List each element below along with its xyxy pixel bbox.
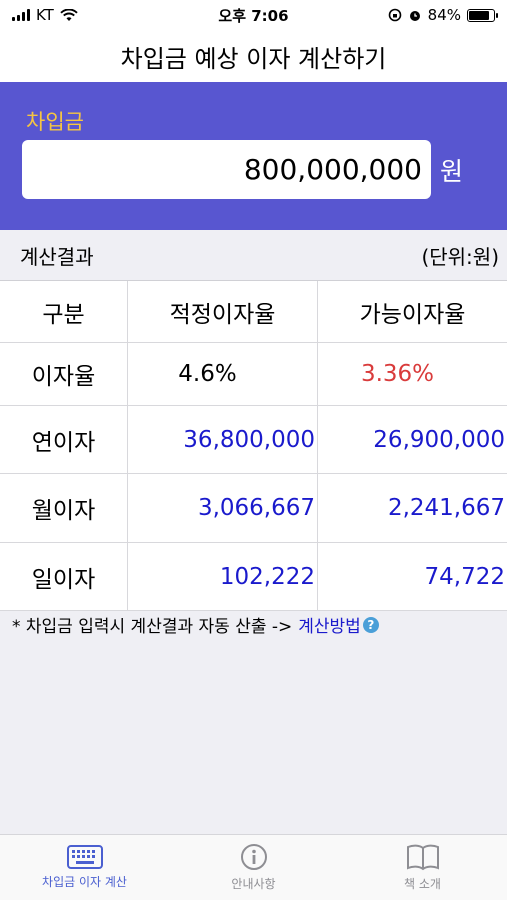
unit-note: (단위:원) [421, 244, 499, 269]
loan-amount-unit: 원 [440, 157, 464, 186]
loan-amount-input[interactable]: 800,000,000 [22, 140, 431, 199]
table-row: 연이자 36,800,000 26,900,000 [0, 406, 507, 474]
tab-bar: 차입금 이자 계산 안내사항 책 소개 [0, 834, 507, 900]
possible-daily-interest: 74,722 [424, 563, 505, 590]
tab-label: 차입금 이자 계산 [42, 875, 127, 889]
proper-annual-interest: 36,800,000 [128, 406, 318, 473]
result-title: 계산결과 [20, 244, 94, 269]
page-title: 차입금 예상 이자 계산하기 [120, 44, 387, 73]
proper-rate-cell: 4.6% [128, 343, 318, 405]
tab-book-intro[interactable]: 책 소개 [338, 835, 507, 900]
row-label: 일이자 [0, 543, 128, 610]
footnote: * 차입금 입력시 계산결과 자동 산출 -> 계산방법 ? [12, 612, 379, 637]
row-label: 연이자 [0, 406, 128, 473]
table-row: 이자율 4.6% 3.36% [0, 343, 507, 406]
row-label: 월이자 [0, 474, 128, 542]
possible-annual-interest: 26,900,000 [373, 426, 505, 453]
loan-input-panel: 차입금 800,000,000 원 [0, 82, 507, 230]
info-icon [240, 844, 267, 870]
result-header: 계산결과 (단위:원) [0, 230, 507, 280]
header-proper-rate: 적정이자율 [128, 281, 318, 342]
help-icon[interactable]: ? [362, 616, 379, 633]
battery-fill [469, 10, 490, 20]
header-category: 구분 [0, 281, 128, 342]
status-bar: KT 오후 7:06 84% [0, 0, 507, 30]
possible-rate-value: 3.36% [360, 361, 435, 387]
battery-percent: 84% [427, 6, 461, 24]
nav-bar: 차입금 예상 이자 계산하기 [0, 30, 507, 82]
tab-loan-interest[interactable]: 차입금 이자 계산 [0, 835, 169, 900]
loan-amount-value: 800,000,000 [243, 153, 422, 186]
proper-monthly-interest: 3,066,667 [128, 474, 318, 542]
result-table: 구분 적정이자율 가능이자율 이자율 4.6% 3.36% 연이자 36,800… [0, 280, 507, 611]
carrier-label: KT [36, 6, 54, 24]
tab-guide[interactable]: 안내사항 [169, 835, 338, 900]
footnote-text: * 차입금 입력시 계산결과 자동 산출 -> [12, 617, 293, 637]
table-row: 일이자 102,222 74,722 [0, 543, 507, 611]
header-possible-rate: 가능이자율 [359, 301, 466, 328]
proper-rate-value: 4.6% [178, 361, 237, 387]
keyboard-icon [66, 845, 103, 869]
table-header-row: 구분 적정이자율 가능이자율 [0, 281, 507, 343]
tab-label: 안내사항 [231, 877, 276, 891]
proper-daily-interest: 102,222 [128, 543, 318, 610]
status-left: KT [12, 6, 78, 24]
possible-monthly-interest: 2,241,667 [387, 495, 505, 521]
row-label: 이자율 [0, 343, 128, 405]
signal-icon [12, 9, 30, 21]
status-right: 84% [388, 6, 498, 24]
battery-icon [467, 8, 498, 22]
tab-label: 책 소개 [404, 877, 441, 891]
table-row: 월이자 3,066,667 2,241,667 [0, 474, 507, 543]
rotation-lock-icon [388, 8, 401, 22]
loan-amount-label: 차입금 [26, 110, 84, 134]
book-icon [406, 844, 439, 871]
alarm-icon [409, 11, 420, 21]
possible-rate-cell: 3.36% [318, 343, 507, 405]
calculation-method-link[interactable]: 계산방법 [298, 617, 361, 637]
wifi-icon [60, 8, 78, 21]
